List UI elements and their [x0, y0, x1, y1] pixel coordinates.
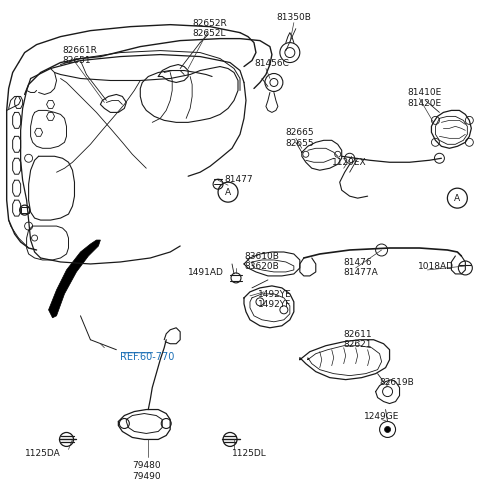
Text: 81476
81477A: 81476 81477A [344, 258, 378, 277]
Text: REF.60-770: REF.60-770 [120, 352, 175, 362]
Text: 82652R
82652L: 82652R 82652L [192, 18, 227, 38]
Text: 81477: 81477 [224, 175, 252, 184]
Text: 1125DL: 1125DL [232, 450, 267, 459]
Text: 82661R
82651: 82661R 82651 [62, 45, 97, 65]
Text: 82611
82621: 82611 82621 [344, 330, 372, 349]
Text: 81456C: 81456C [254, 58, 289, 67]
Text: 1249GE: 1249GE [364, 412, 399, 421]
Text: 1492YE
1492YF: 1492YE 1492YF [258, 290, 292, 309]
Text: A: A [225, 188, 231, 197]
Text: 1129EX: 1129EX [332, 158, 366, 167]
Text: 1125DA: 1125DA [24, 450, 60, 459]
Text: 83610B
83620B: 83610B 83620B [244, 252, 279, 271]
Circle shape [384, 427, 391, 433]
Text: 1491AD: 1491AD [188, 268, 224, 277]
Text: 82665
82655: 82665 82655 [286, 128, 314, 148]
Text: 79480
79490: 79480 79490 [132, 462, 161, 481]
Text: A: A [454, 194, 460, 203]
Text: 1018AD: 1018AD [418, 262, 454, 271]
Polygon shape [48, 240, 100, 318]
Text: 82619B: 82619B [380, 378, 414, 387]
Text: 81350B: 81350B [276, 12, 311, 21]
Text: 81410E
81420E: 81410E 81420E [408, 88, 442, 108]
